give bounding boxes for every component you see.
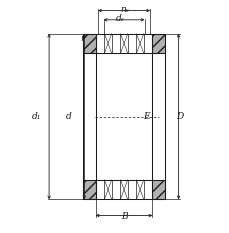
Bar [104,180,111,199]
Bar [120,34,127,53]
Text: d: d [65,112,71,121]
Bar [83,180,95,199]
Bar [104,34,111,53]
Bar [95,34,152,199]
Text: dₛ: dₛ [116,14,125,23]
Text: E: E [142,112,149,121]
Bar [136,180,143,199]
Text: nₛ: nₛ [120,5,129,14]
Bar [120,180,127,199]
Text: D: D [175,112,183,121]
Bar [83,34,95,53]
Bar [152,180,164,199]
Text: r: r [80,34,85,43]
Bar [83,34,164,199]
Text: d₁: d₁ [32,112,41,121]
Text: B: B [120,212,127,221]
Bar [152,34,164,53]
Bar [136,34,143,53]
